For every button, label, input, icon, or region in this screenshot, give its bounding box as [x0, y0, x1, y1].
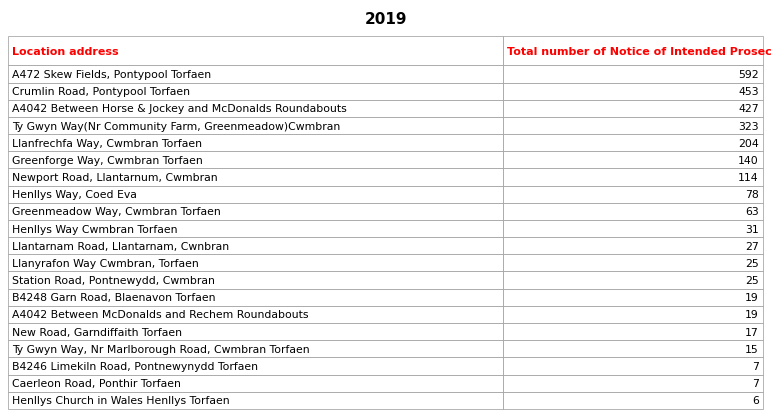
Bar [8, 392, 503, 409]
Text: 15: 15 [745, 344, 759, 354]
Bar [8, 135, 503, 152]
Bar [503, 306, 763, 323]
Text: 7: 7 [752, 361, 759, 371]
Text: 27: 27 [745, 241, 759, 251]
Text: Greenmeadow Way, Cwmbran Torfaen: Greenmeadow Way, Cwmbran Torfaen [12, 207, 221, 217]
Bar [503, 135, 763, 152]
Bar [8, 118, 503, 135]
Bar [503, 358, 763, 375]
Text: 140: 140 [738, 156, 759, 166]
Text: 323: 323 [738, 121, 759, 131]
Bar [8, 255, 503, 272]
Bar [503, 37, 763, 66]
Text: A4042 Between McDonalds and Rechem Roundabouts: A4042 Between McDonalds and Rechem Round… [12, 310, 309, 320]
Bar [503, 255, 763, 272]
Text: Ty Gwyn Way, Nr Marlborough Road, Cwmbran Torfaen: Ty Gwyn Way, Nr Marlborough Road, Cwmbra… [12, 344, 310, 354]
Bar [8, 323, 503, 340]
Bar [503, 186, 763, 203]
Bar [503, 83, 763, 100]
Text: 19: 19 [745, 310, 759, 320]
Bar [503, 221, 763, 237]
Text: 204: 204 [738, 138, 759, 148]
Bar [503, 66, 763, 83]
Text: Llanfrechfa Way, Cwmbran Torfaen: Llanfrechfa Way, Cwmbran Torfaen [12, 138, 202, 148]
Text: Henllys Church in Wales Henllys Torfaen: Henllys Church in Wales Henllys Torfaen [12, 395, 230, 405]
Bar [8, 203, 503, 221]
Text: Caerleon Road, Ponthir Torfaen: Caerleon Road, Ponthir Torfaen [12, 378, 181, 388]
Bar [8, 306, 503, 323]
Bar [8, 152, 503, 169]
Text: A4042 Between Horse & Jockey and McDonalds Roundabouts: A4042 Between Horse & Jockey and McDonal… [12, 104, 347, 114]
Bar [503, 392, 763, 409]
Text: 25: 25 [745, 258, 759, 268]
Bar [503, 100, 763, 118]
Text: 31: 31 [745, 224, 759, 234]
Text: 2019: 2019 [364, 12, 407, 27]
Bar [8, 186, 503, 203]
Bar [8, 37, 503, 66]
Bar [8, 340, 503, 358]
Bar [8, 375, 503, 392]
Text: 453: 453 [738, 87, 759, 97]
Bar [8, 221, 503, 237]
Bar [503, 375, 763, 392]
Bar [8, 289, 503, 306]
Text: Ty Gwyn Way(Nr Community Farm, Greenmeadow)Cwmbran: Ty Gwyn Way(Nr Community Farm, Greenmead… [12, 121, 341, 131]
Bar [503, 272, 763, 289]
Bar [503, 152, 763, 169]
Bar [8, 66, 503, 83]
Text: Greenforge Way, Cwmbran Torfaen: Greenforge Way, Cwmbran Torfaen [12, 156, 203, 166]
Text: 63: 63 [745, 207, 759, 217]
Text: Llantarnam Road, Llantarnam, Cwnbran: Llantarnam Road, Llantarnam, Cwnbran [12, 241, 230, 251]
Text: Location address: Location address [12, 47, 119, 57]
Text: B4246 Limekiln Road, Pontnewynydd Torfaen: B4246 Limekiln Road, Pontnewynydd Torfae… [12, 361, 258, 371]
Text: Station Road, Pontnewydd, Cwmbran: Station Road, Pontnewydd, Cwmbran [12, 275, 215, 285]
Text: A472 Skew Fields, Pontypool Torfaen: A472 Skew Fields, Pontypool Torfaen [12, 70, 211, 80]
Text: 25: 25 [745, 275, 759, 285]
Bar [8, 272, 503, 289]
Text: 7: 7 [752, 378, 759, 388]
Bar [503, 118, 763, 135]
Text: Llanyrafon Way Cwmbran, Torfaen: Llanyrafon Way Cwmbran, Torfaen [12, 258, 199, 268]
Bar [8, 237, 503, 255]
Bar [503, 169, 763, 186]
Bar [503, 237, 763, 255]
Bar [8, 358, 503, 375]
Text: 19: 19 [745, 292, 759, 302]
Text: Henllys Way, Coed Eva: Henllys Way, Coed Eva [12, 190, 137, 200]
Text: 427: 427 [738, 104, 759, 114]
Bar [503, 323, 763, 340]
Text: 592: 592 [738, 70, 759, 80]
Text: Newport Road, Llantarnum, Cwmbran: Newport Road, Llantarnum, Cwmbran [12, 173, 218, 183]
Text: 17: 17 [745, 327, 759, 337]
Bar [8, 100, 503, 118]
Bar [503, 203, 763, 221]
Bar [503, 340, 763, 358]
Text: Total number of Notice of Intended Prosecution issued: Total number of Notice of Intended Prose… [507, 47, 771, 57]
Text: 6: 6 [752, 395, 759, 405]
Bar [8, 83, 503, 100]
Text: B4248 Garn Road, Blaenavon Torfaen: B4248 Garn Road, Blaenavon Torfaen [12, 292, 216, 302]
Text: Crumlin Road, Pontypool Torfaen: Crumlin Road, Pontypool Torfaen [12, 87, 190, 97]
Bar [503, 289, 763, 306]
Text: Henllys Way Cwmbran Torfaen: Henllys Way Cwmbran Torfaen [12, 224, 178, 234]
Bar [8, 169, 503, 186]
Text: New Road, Garndiffaith Torfaen: New Road, Garndiffaith Torfaen [12, 327, 182, 337]
Text: 114: 114 [738, 173, 759, 183]
Text: 78: 78 [745, 190, 759, 200]
